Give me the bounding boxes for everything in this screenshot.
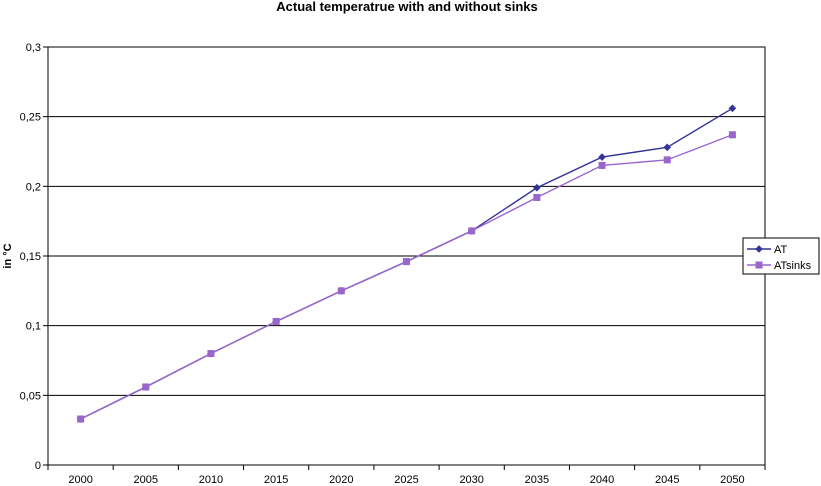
x-axis: 2000 2005 2010 2015 2020 2025 2030 2035 2040 2045… xyxy=(47,465,766,486)
y-tick-label: 0,05 xyxy=(20,390,41,402)
y-tick-label: 0,1 xyxy=(26,321,41,333)
data-point xyxy=(77,415,85,423)
legend: AT ATsinks xyxy=(742,237,820,275)
data-point xyxy=(272,317,280,325)
data-point xyxy=(598,153,606,161)
legend-item-at: AT xyxy=(747,244,788,256)
x-tick-label: 2045 xyxy=(655,474,679,486)
x-tick-label: 2015 xyxy=(264,474,288,486)
y-axis: 0 0,05 0,1 0,15 0,2 0,25 0,3 xyxy=(20,42,48,472)
legend-marker xyxy=(755,245,763,253)
x-tick-label: 2020 xyxy=(329,474,353,486)
data-point xyxy=(728,131,736,139)
x-tick-label: 2025 xyxy=(394,474,418,486)
x-tick-label: 2000 xyxy=(68,474,92,486)
x-tick-label: 2040 xyxy=(590,474,614,486)
data-point xyxy=(663,143,672,152)
x-tick-label: 2010 xyxy=(199,474,223,486)
legend-label: ATsinks xyxy=(774,260,812,272)
legend-label: AT xyxy=(774,244,788,256)
data-point xyxy=(533,183,541,192)
data-point xyxy=(728,104,737,113)
gridlines xyxy=(48,116,765,396)
data-point xyxy=(663,156,671,164)
legend-marker xyxy=(755,261,763,269)
series-line xyxy=(80,134,733,420)
x-tick-label: 2050 xyxy=(720,474,744,486)
y-tick-label: 0,2 xyxy=(26,181,41,193)
x-tick-label: 2005 xyxy=(134,474,158,486)
series-layer xyxy=(76,104,737,423)
y-tick-label: 0 xyxy=(35,460,41,472)
y-tick-label: 0,15 xyxy=(20,251,41,263)
chart-title: Actual temperatrue with and without sink… xyxy=(276,0,537,14)
x-tick-label: 2035 xyxy=(525,474,549,486)
data-point xyxy=(337,287,345,295)
x-tick-label: 2030 xyxy=(459,474,483,486)
y-axis-label: in °C xyxy=(2,243,14,268)
data-point xyxy=(403,258,410,266)
data-point xyxy=(533,193,541,201)
data-point xyxy=(598,161,606,169)
y-tick-label: 0,25 xyxy=(20,112,41,124)
legend-item-atsinks: ATsinks xyxy=(747,260,812,272)
data-point xyxy=(142,383,150,391)
series-atsinks xyxy=(77,131,736,423)
y-tick-label: 0,3 xyxy=(26,42,41,54)
data-point xyxy=(468,227,476,235)
data-point xyxy=(207,350,215,358)
